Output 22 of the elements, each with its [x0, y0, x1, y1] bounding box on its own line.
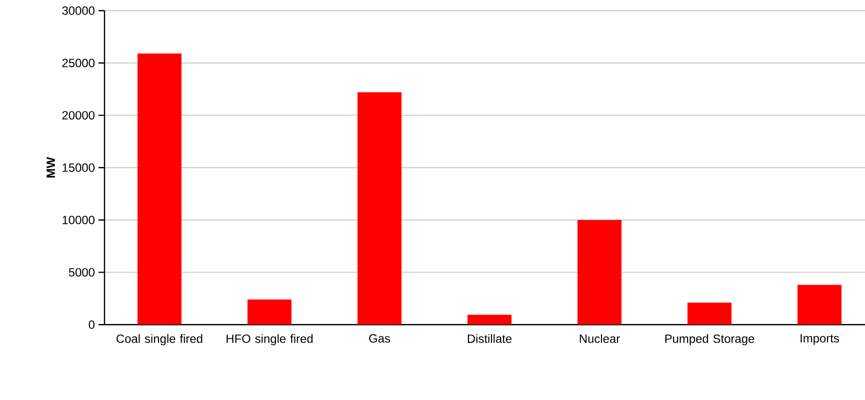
x-tick-label: Pumped Storage [665, 334, 754, 346]
bar [578, 220, 622, 325]
x-tick-label: Nuclear [580, 334, 620, 343]
bar [468, 314, 512, 325]
bar [688, 302, 732, 325]
x-tick-label: HFO single fired [226, 334, 313, 346]
y-axis-title: MW [46, 157, 55, 178]
y-tick-label: 20000 [62, 111, 95, 120]
y-tick-label: 15000 [62, 163, 95, 172]
x-tick-label: Coal single fired [116, 334, 202, 346]
y-tick-label: 25000 [62, 58, 95, 68]
bar [138, 54, 182, 325]
y-tick-label: 10000 [62, 216, 95, 224]
y-tick-label: 5000 [68, 268, 95, 277]
bar [248, 300, 292, 325]
y-tick-label: 30000 [62, 6, 95, 15]
x-tick-label: Distillate [468, 334, 512, 343]
x-tick-label: Imports [800, 334, 839, 345]
x-tick-label: Gas [369, 334, 390, 343]
bar [358, 92, 402, 325]
y-tick-label: 0 [88, 320, 95, 329]
bar [798, 284, 842, 325]
